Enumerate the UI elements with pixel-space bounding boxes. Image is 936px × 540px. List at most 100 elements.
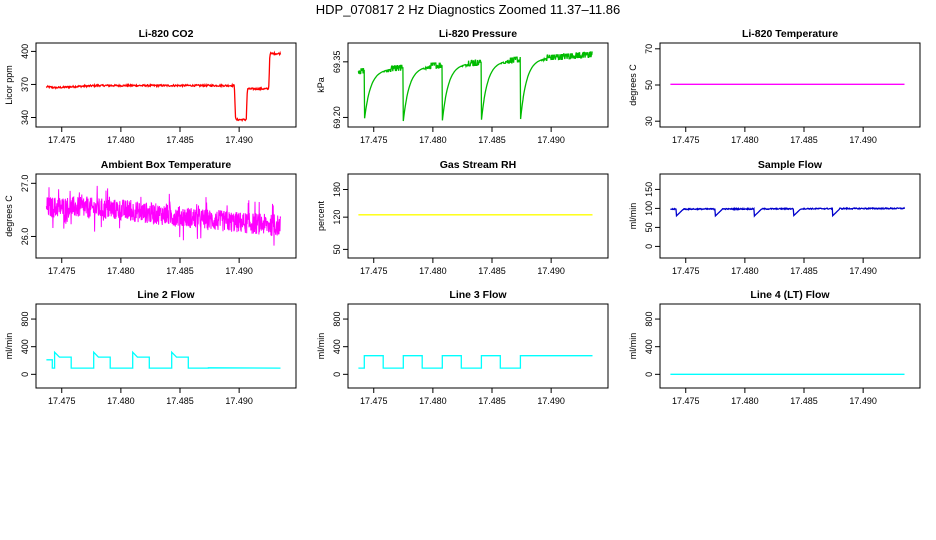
y-tick-label: 400 <box>644 339 654 354</box>
x-tick-label: 17.485 <box>166 266 194 276</box>
x-tick-label: 17.490 <box>225 396 253 406</box>
panel-title: Li-820 Temperature <box>742 28 838 40</box>
x-tick-label: 17.485 <box>166 396 194 406</box>
chart-panel: Ambient Box Temperature 17.475 17.480 17.48… <box>4 159 297 276</box>
y-tick-label: 70 <box>644 44 654 54</box>
y-tick-label: 0 <box>644 372 654 377</box>
y-tick-label: 26.0 <box>20 228 30 246</box>
x-tick-label: 17.485 <box>790 135 818 145</box>
chart-panel: Sample Flow 17.475 17.480 17.485 17.490 0 50 10… <box>628 159 921 276</box>
x-tick-label: 17.480 <box>731 396 759 406</box>
data-series-line <box>45 185 281 246</box>
y-axis-label: ml/min <box>316 333 326 360</box>
y-axis-label: kPa <box>316 77 326 93</box>
y-axis-label: degrees C <box>628 64 638 106</box>
x-tick-label: 17.490 <box>537 266 565 276</box>
data-series-line <box>670 206 906 218</box>
plot-frame <box>347 303 609 389</box>
y-tick-label: 30 <box>644 116 654 126</box>
x-tick-label: 17.475 <box>360 135 388 145</box>
y-tick-label: 150 <box>644 182 654 197</box>
y-tick-label: 0 <box>20 372 30 377</box>
y-tick-label: 0 <box>332 372 342 377</box>
x-tick-label: 17.485 <box>478 266 506 276</box>
y-axis-label: percent <box>316 200 326 231</box>
chart-panel: Line 2 Flow 17.475 17.480 17.485 17.490 0 400 8… <box>4 289 297 406</box>
y-tick-label: 800 <box>332 312 342 327</box>
y-tick-label: 69.35 <box>332 51 342 74</box>
chart-panel: Li-820 Temperature 17.475 17.480 17.485 17.4… <box>628 28 921 145</box>
x-tick-label: 17.480 <box>419 266 447 276</box>
x-tick-label: 17.475 <box>48 266 76 276</box>
x-tick-label: 17.490 <box>849 396 877 406</box>
data-series-line <box>45 50 282 122</box>
panel-title: Line 4 (LT) Flow <box>750 289 830 301</box>
x-tick-label: 17.485 <box>790 396 818 406</box>
y-tick-label: 69.20 <box>332 106 342 129</box>
plot-frame <box>659 173 921 259</box>
x-tick-label: 17.475 <box>672 135 700 145</box>
y-tick-label: 50 <box>332 244 342 254</box>
x-tick-label: 17.480 <box>107 396 135 406</box>
x-tick-label: 17.480 <box>419 135 447 145</box>
x-tick-label: 17.490 <box>537 135 565 145</box>
y-axis-label: Licor ppm <box>4 65 14 105</box>
x-tick-label: 17.490 <box>225 135 253 145</box>
x-tick-label: 17.475 <box>672 266 700 276</box>
y-tick-label: 400 <box>20 339 30 354</box>
chart-panel: Li-820 Pressure 17.475 17.480 17.485 17.490 6… <box>316 28 609 145</box>
panel-title: Sample Flow <box>758 159 823 171</box>
y-tick-label: 100 <box>644 201 654 216</box>
plot-frame <box>35 303 297 389</box>
x-tick-label: 17.485 <box>478 135 506 145</box>
figure-title: HDP_070817 2 Hz Diagnostics Zoomed 11.37… <box>316 2 620 17</box>
x-tick-label: 17.490 <box>537 396 565 406</box>
x-tick-label: 17.485 <box>790 266 818 276</box>
y-tick-label: 340 <box>20 110 30 125</box>
x-tick-label: 17.485 <box>478 396 506 406</box>
panel-title: Ambient Box Temperature <box>101 159 232 171</box>
y-tick-label: 50 <box>644 222 654 232</box>
y-axis-label: ml/min <box>628 333 638 360</box>
x-tick-label: 17.475 <box>672 396 700 406</box>
panel-title: Line 3 Flow <box>449 289 507 301</box>
x-tick-label: 17.475 <box>360 266 388 276</box>
x-tick-label: 17.490 <box>849 266 877 276</box>
y-tick-label: 400 <box>332 339 342 354</box>
x-tick-label: 17.490 <box>849 135 877 145</box>
chart-panel: Gas Stream RH 17.475 17.480 17.485 17.490 50 1… <box>316 159 609 276</box>
y-axis-label: ml/min <box>628 203 638 230</box>
data-series-line <box>46 350 281 369</box>
panel-title: Li-820 Pressure <box>439 28 517 40</box>
chart-panel: Line 4 (LT) Flow 17.475 17.480 17.485 17.490… <box>628 289 921 406</box>
y-tick-label: 0 <box>644 244 654 249</box>
chart-panel: Line 3 Flow 17.475 17.480 17.485 17.490 0 400 8… <box>316 289 609 406</box>
chart-panel: Li-820 CO2 17.475 17.480 17.485 17.490 340 370… <box>4 28 297 145</box>
panel-title: Li-820 CO2 <box>139 28 194 40</box>
y-tick-label: 120 <box>332 210 342 225</box>
y-tick-label: 800 <box>20 312 30 327</box>
x-tick-label: 17.480 <box>731 135 759 145</box>
x-tick-label: 17.480 <box>731 266 759 276</box>
x-tick-label: 17.480 <box>107 135 135 145</box>
panel-title: Line 2 Flow <box>137 289 195 301</box>
x-tick-label: 17.485 <box>166 135 194 145</box>
y-tick-label: 180 <box>332 182 342 197</box>
x-tick-label: 17.490 <box>225 266 253 276</box>
panel-title: Gas Stream RH <box>440 159 516 171</box>
plot-frame <box>347 173 609 259</box>
y-tick-label: 370 <box>20 77 30 92</box>
x-tick-label: 17.480 <box>107 266 135 276</box>
x-tick-label: 17.475 <box>360 396 388 406</box>
x-tick-label: 17.480 <box>419 396 447 406</box>
y-tick-label: 50 <box>644 80 654 90</box>
plot-frame <box>659 303 921 389</box>
x-tick-label: 17.475 <box>48 135 76 145</box>
data-series-line <box>358 355 593 369</box>
y-axis-label: degrees C <box>4 195 14 237</box>
y-tick-label: 27.0 <box>20 175 30 193</box>
y-tick-label: 400 <box>20 44 30 59</box>
x-tick-label: 17.475 <box>48 396 76 406</box>
y-axis-label: ml/min <box>4 333 14 360</box>
